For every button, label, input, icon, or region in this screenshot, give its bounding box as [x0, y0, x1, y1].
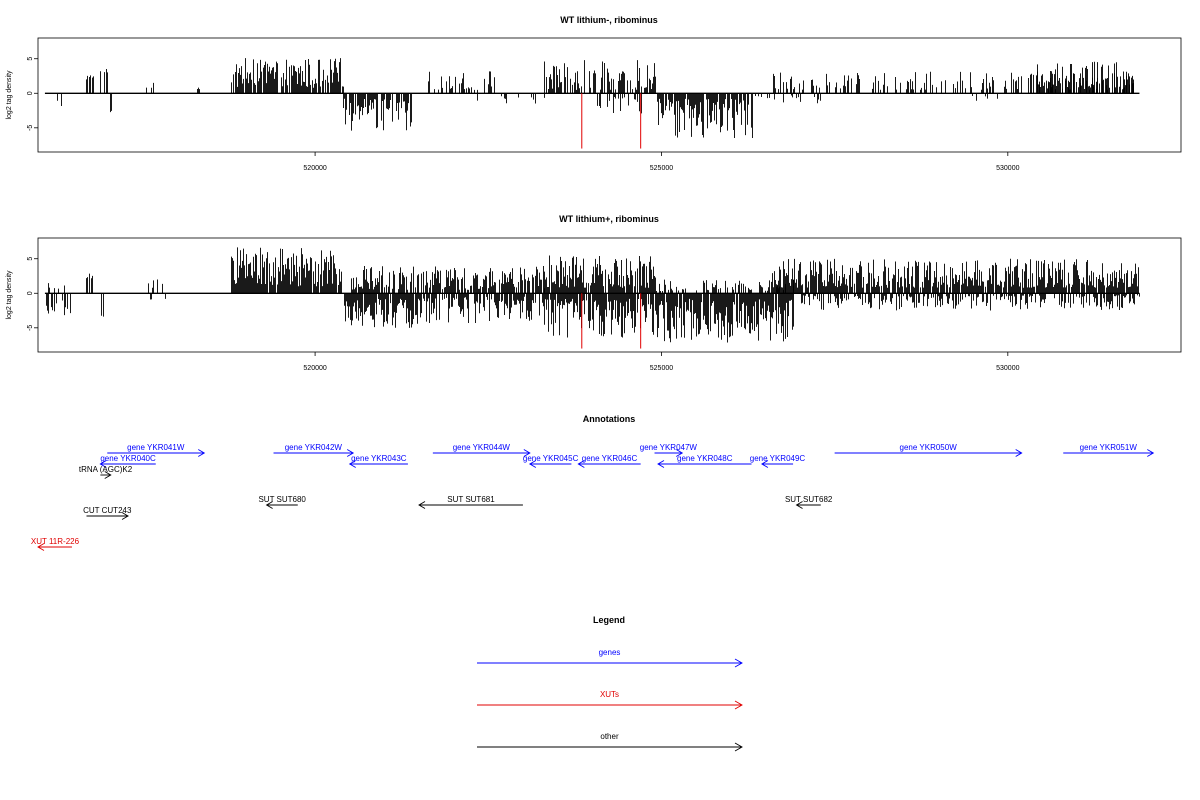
legend-arrowhead: [734, 658, 743, 668]
legend: Legend genes XUTs other: [477, 615, 743, 752]
y-tick-label: -5: [27, 325, 34, 331]
bar-group: [44, 58, 1140, 149]
y-tick-label: 5: [27, 257, 34, 261]
feature-arrowhead: [37, 543, 45, 551]
plot-frame: [37, 37, 1182, 153]
panel-title: WT lithium+, ribominus: [559, 214, 659, 224]
legend-arrowhead: [734, 700, 743, 710]
legend-items: genes XUTs other: [477, 648, 743, 752]
feature-label: CUT CUT243: [83, 506, 132, 515]
feature-label: gene YKR045C: [523, 454, 579, 463]
x-tick-label: 525000: [650, 165, 673, 172]
annotations-title: Annotations: [583, 414, 636, 424]
y-axis-label: log2 tag density: [6, 270, 13, 320]
feature-label: gene YKR046C: [582, 454, 638, 463]
feature-arrowhead: [418, 501, 426, 509]
y-tick-label: 5: [27, 57, 34, 61]
y-tick-label: 0: [27, 291, 34, 295]
feature-arrowhead: [657, 460, 665, 468]
feature-label: gene YKR040C: [100, 454, 156, 463]
feature-arrowhead: [265, 501, 273, 509]
feature-label: gene YKR044W: [453, 443, 511, 452]
plot-frame: [37, 237, 1182, 353]
bar-group: [44, 247, 1140, 349]
y-tick-label: -5: [27, 125, 34, 131]
feature-label: gene YKR041W: [127, 443, 185, 452]
panel-title: WT lithium-, ribominus: [560, 15, 658, 25]
feature-arrowhead: [761, 460, 769, 468]
feature-label: gene YKR048C: [677, 454, 733, 463]
feature-arrowhead: [1015, 449, 1023, 457]
x-tick-label: 530000: [996, 165, 1019, 172]
feature-arrowhead: [104, 471, 112, 479]
axes-group: -5 0 5 520000 525000 530000: [27, 57, 1020, 172]
feature-arrowhead: [198, 449, 206, 457]
feature-arrowhead: [121, 512, 129, 520]
feature-label: gene YKR050W: [900, 443, 958, 452]
feature-label: tRNA (AGC)K2: [79, 465, 133, 474]
feature-arrowhead: [577, 460, 585, 468]
y-axis-label: log2 tag density: [6, 70, 13, 120]
feature-arrowhead: [676, 449, 684, 457]
feature-label: SUT SUT681: [447, 495, 495, 504]
legend-arrowhead: [734, 742, 743, 752]
feature-label: gene YKR049C: [750, 454, 806, 463]
feature-group: gene YKR041W gene YKR040C tRNA (AGC)K2 gene…: [31, 443, 1155, 551]
feature-arrowhead: [348, 460, 356, 468]
x-tick-label: 530000: [996, 365, 1019, 372]
feature-label: gene YKR042W: [285, 443, 343, 452]
feature-arrowhead: [795, 501, 803, 509]
x-tick-label: 520000: [303, 365, 326, 372]
legend-label: other: [600, 732, 619, 741]
feature-label: gene YKR043C: [351, 454, 407, 463]
panel-wt-lithium-minus: WT lithium-, ribominus log2 tag density …: [6, 15, 1182, 172]
legend-label: genes: [599, 648, 621, 657]
x-tick-label: 520000: [303, 165, 326, 172]
feature-arrowhead: [346, 449, 355, 457]
feature-label: XUT 11R-226: [31, 537, 80, 546]
feature-arrowhead: [528, 460, 537, 468]
feature-label: gene YKR051W: [1080, 443, 1138, 452]
axes-group: -5 0 5 520000 525000 530000: [27, 257, 1020, 372]
y-tick-label: 0: [27, 91, 34, 95]
panel-wt-lithium-plus: WT lithium+, ribominus log2 tag density …: [6, 214, 1182, 372]
feature-arrowhead: [1147, 449, 1155, 457]
feature-arrowhead: [99, 460, 107, 468]
legend-title: Legend: [593, 615, 625, 625]
feature-label: SUT SUT682: [785, 495, 833, 504]
feature-arrowhead: [523, 449, 531, 457]
annotations-track: Annotations gene YKR041W gene YKR040C tRNA…: [31, 414, 1155, 551]
legend-label: XUTs: [600, 690, 619, 699]
feature-label: gene YKR047W: [640, 443, 698, 452]
x-tick-label: 525000: [650, 365, 673, 372]
feature-label: SUT SUT680: [258, 495, 306, 504]
